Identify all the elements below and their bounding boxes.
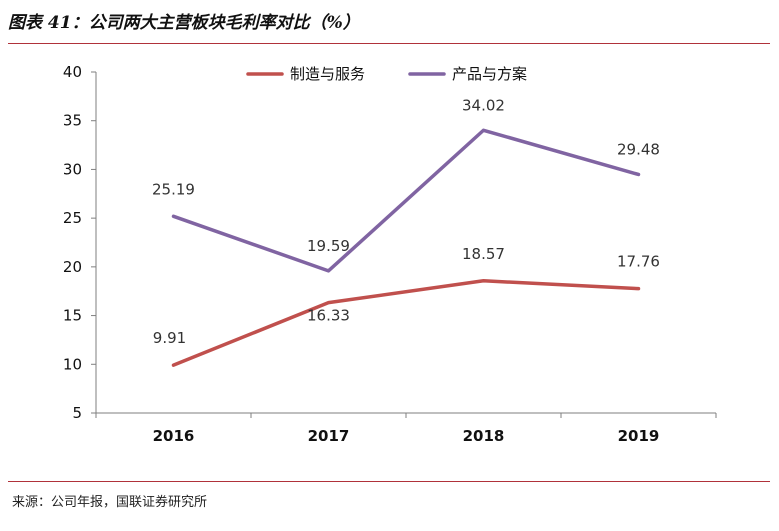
y-tick-label: 35 bbox=[63, 112, 82, 130]
data-label: 16.33 bbox=[307, 307, 350, 325]
legend: 制造与服务 产品与方案 bbox=[246, 65, 527, 83]
y-tick-label: 30 bbox=[63, 160, 82, 178]
x-axis: 2016 2017 2018 2019 bbox=[95, 412, 717, 445]
line-chart: 5 10 15 20 25 30 35 40 2016 2017 2018 2019 9.91 16.… bbox=[63, 63, 717, 445]
data-label: 9.91 bbox=[153, 329, 186, 347]
bottom-divider bbox=[8, 481, 770, 482]
y-tick-label: 10 bbox=[63, 355, 82, 373]
data-label: 18.57 bbox=[462, 245, 505, 263]
source-note: 来源：公司年报，国联证券研究所 bbox=[12, 495, 208, 510]
top-divider bbox=[8, 43, 770, 44]
legend-label-1: 制造与服务 bbox=[290, 65, 365, 83]
series-lines bbox=[171, 128, 641, 367]
data-labels: 9.91 16.33 18.57 17.76 25.19 19.59 34.02 29.48 bbox=[152, 96, 660, 347]
y-axis: 5 10 15 20 25 30 35 40 bbox=[63, 63, 97, 422]
data-label: 17.76 bbox=[617, 253, 660, 271]
y-tick-label: 40 bbox=[63, 63, 82, 81]
data-label: 25.19 bbox=[152, 180, 195, 198]
x-tick-label: 2019 bbox=[618, 427, 660, 445]
x-tick-label: 2018 bbox=[463, 427, 505, 445]
series-line-1 bbox=[171, 279, 641, 367]
data-label: 29.48 bbox=[617, 140, 660, 158]
legend-label-2: 产品与方案 bbox=[452, 65, 527, 83]
y-tick-label: 20 bbox=[63, 258, 82, 276]
x-tick-label: 2017 bbox=[308, 427, 350, 445]
data-label: 19.59 bbox=[307, 237, 350, 255]
y-tick-label: 5 bbox=[72, 404, 82, 422]
data-label: 34.02 bbox=[462, 96, 505, 114]
y-tick-label: 25 bbox=[63, 209, 82, 227]
x-tick-label: 2016 bbox=[153, 427, 195, 445]
chart-title: 图表 41：公司两大主营板块毛利率对比（%） bbox=[8, 13, 360, 33]
series-line-2 bbox=[171, 128, 641, 273]
y-tick-label: 15 bbox=[63, 307, 82, 325]
